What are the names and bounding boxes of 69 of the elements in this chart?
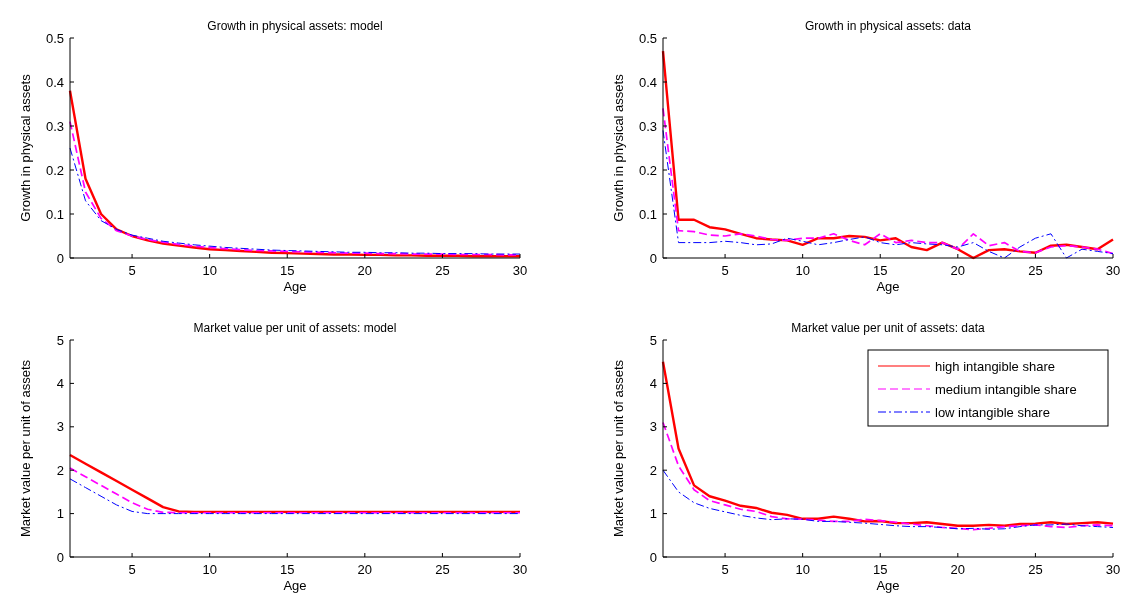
y-tick-label: 0 bbox=[649, 250, 657, 266]
line-series bbox=[69, 467, 521, 514]
x-tick-label: 5 bbox=[128, 263, 136, 278]
x-tick-label: 10 bbox=[795, 562, 810, 577]
y-tick-label: 1 bbox=[56, 506, 64, 522]
y-tick-label: 0 bbox=[56, 549, 64, 565]
legend-label: high intangible share bbox=[935, 358, 1055, 374]
x-tick-label: 25 bbox=[1028, 562, 1043, 577]
x-tick-label: 20 bbox=[357, 263, 373, 278]
x-tick-label: 10 bbox=[202, 263, 217, 278]
x-tick-label: 5 bbox=[128, 562, 136, 577]
y-tick-label: 4 bbox=[56, 375, 64, 391]
line-series bbox=[661, 360, 1115, 527]
y-tick-label: 2 bbox=[649, 462, 657, 478]
y-tick-label: 0.3 bbox=[45, 118, 64, 134]
y-tick-label: 2 bbox=[56, 462, 64, 478]
y-tick-label: 0 bbox=[56, 250, 64, 266]
x-tick-label: 25 bbox=[1028, 263, 1043, 278]
y-tick-label: 3 bbox=[649, 419, 657, 435]
x-tick-label: 10 bbox=[795, 263, 810, 278]
line-series bbox=[662, 469, 1114, 530]
y-tick-label: 3 bbox=[56, 419, 64, 435]
x-tick-label: 15 bbox=[280, 263, 295, 278]
y-axis-title: Growth in physical assets bbox=[18, 73, 33, 222]
y-tick-label: 5 bbox=[649, 332, 657, 348]
x-tick-label: 30 bbox=[512, 263, 528, 278]
x-tick-label: 15 bbox=[873, 263, 888, 278]
x-tick-label: 5 bbox=[721, 263, 729, 278]
line-series bbox=[68, 453, 522, 514]
y-axis-title: Market value per unit of assets bbox=[611, 359, 626, 538]
legend-label: medium intangible share bbox=[935, 381, 1077, 397]
x-tick-label: 20 bbox=[950, 263, 966, 278]
y-tick-label: 0.1 bbox=[45, 206, 64, 222]
x-axis-title: Age bbox=[876, 578, 900, 593]
y-tick-label: 0.2 bbox=[45, 162, 64, 178]
x-tick-label: 30 bbox=[1105, 263, 1121, 278]
x-tick-label: 10 bbox=[202, 562, 217, 577]
x-tick-label: 30 bbox=[512, 562, 528, 577]
y-tick-label: 0.1 bbox=[638, 206, 657, 222]
y-tick-label: 0.5 bbox=[638, 30, 657, 46]
y-tick-label: 0.5 bbox=[45, 30, 64, 46]
x-axis-title: Age bbox=[876, 279, 900, 294]
x-tick-label: 5 bbox=[721, 562, 729, 577]
y-tick-label: 0.4 bbox=[638, 74, 657, 90]
chart-title: Growth in physical assets: model bbox=[207, 19, 383, 33]
y-tick-label: 0 bbox=[649, 549, 657, 565]
x-tick-label: 25 bbox=[435, 263, 450, 278]
chart-title: Market value per unit of assets: model bbox=[193, 321, 397, 335]
line-series bbox=[662, 421, 1114, 531]
legend-label: low intangible share bbox=[935, 404, 1050, 420]
line-series bbox=[69, 478, 521, 515]
y-axis-title: Market value per unit of assets bbox=[18, 359, 33, 538]
x-axis-title: Age bbox=[283, 279, 307, 294]
y-tick-label: 0.4 bbox=[45, 74, 64, 90]
y-tick-label: 1 bbox=[649, 506, 657, 522]
y-tick-label: 0.3 bbox=[638, 118, 657, 134]
chart-title: Growth in physical assets: data bbox=[804, 19, 972, 33]
chart-title: Market value per unit of assets: data bbox=[791, 321, 986, 335]
x-axis-title: Age bbox=[283, 578, 307, 593]
y-tick-label: 4 bbox=[649, 375, 657, 391]
x-tick-label: 25 bbox=[435, 562, 450, 577]
x-tick-label: 30 bbox=[1105, 562, 1121, 577]
x-tick-label: 15 bbox=[280, 562, 295, 577]
x-tick-label: 20 bbox=[950, 562, 966, 577]
y-tick-label: 0.2 bbox=[638, 162, 657, 178]
y-axis-title: Growth in physical assets bbox=[611, 73, 626, 222]
y-tick-label: 5 bbox=[56, 332, 64, 348]
x-tick-label: 20 bbox=[357, 562, 373, 577]
x-tick-label: 15 bbox=[873, 562, 888, 577]
